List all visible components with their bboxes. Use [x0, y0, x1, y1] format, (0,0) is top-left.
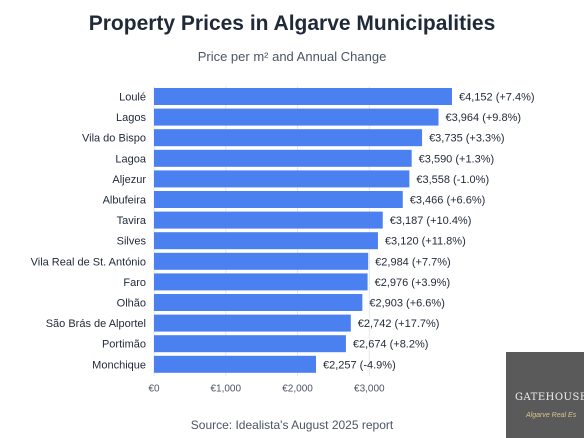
category-label: Tavira [117, 215, 147, 227]
bar [154, 211, 383, 229]
x-tick-label: €0 [148, 383, 160, 394]
value-label: €2,257 (-4.9%) [323, 359, 396, 371]
category-label: São Brás de Alportel [46, 318, 146, 330]
value-label: €3,735 (+3.3%) [429, 133, 505, 145]
value-label: €2,984 (+7.7%) [375, 256, 451, 268]
category-label: Vila Real de St. António [31, 256, 146, 268]
category-label: Olhão [117, 298, 146, 310]
value-label: €2,903 (+6.6%) [369, 298, 445, 310]
bar [154, 108, 439, 126]
category-label: Loulé [119, 92, 146, 104]
value-label: €3,120 (+11.8%) [385, 236, 466, 248]
category-label: Aljezur [112, 174, 146, 186]
category-label: Portimão [102, 339, 146, 351]
bar [154, 355, 316, 373]
bar [154, 232, 378, 250]
bar [154, 335, 346, 353]
bar [154, 88, 452, 105]
bar [154, 273, 368, 291]
value-label: €2,674 (+8.2%) [353, 339, 429, 351]
x-tick-label: €2,000 [282, 383, 313, 394]
category-label: Silves [117, 236, 147, 248]
chart-title: Property Prices in Algarve Municipalitie… [88, 12, 496, 35]
value-label: €2,976 (+3.9%) [375, 277, 451, 289]
category-label: Vila do Bispo [82, 133, 146, 145]
category-label: Lagos [116, 112, 146, 124]
value-label: €3,558 (-1.0%) [416, 174, 489, 186]
bar [154, 170, 410, 188]
category-label: Lagoa [115, 153, 146, 165]
bar [154, 129, 423, 147]
watermark-logo: GATEHOUSE INT Algarve Real Es [506, 352, 584, 438]
x-tick-label: €3,000 [354, 383, 385, 394]
bar [154, 252, 369, 270]
bar [154, 314, 351, 332]
bar [154, 149, 412, 167]
bar [154, 294, 363, 311]
category-label: Monchique [92, 359, 146, 371]
chart-subtitle: Price per m² and Annual Change [197, 49, 387, 64]
category-label: Albufeira [103, 195, 147, 207]
watermark-main-text: GATEHOUSE INT [515, 392, 584, 403]
value-label: €3,964 (+9.8%) [446, 112, 522, 124]
value-label: €2,742 (+17.7%) [358, 318, 440, 330]
value-label: €4,152 (+7.4%) [459, 92, 535, 104]
x-tick-label: €1,000 [210, 383, 241, 394]
watermark-sub-text: Algarve Real Es [526, 412, 577, 419]
value-label: €3,466 (+6.6%) [410, 195, 486, 207]
bar [154, 191, 403, 208]
source-note: Source: Idealista's August 2025 report [190, 418, 394, 432]
value-label: €3,590 (+1.3%) [419, 153, 495, 165]
category-label: Faro [123, 277, 146, 289]
value-label: €3,187 (+10.4%) [390, 215, 472, 227]
